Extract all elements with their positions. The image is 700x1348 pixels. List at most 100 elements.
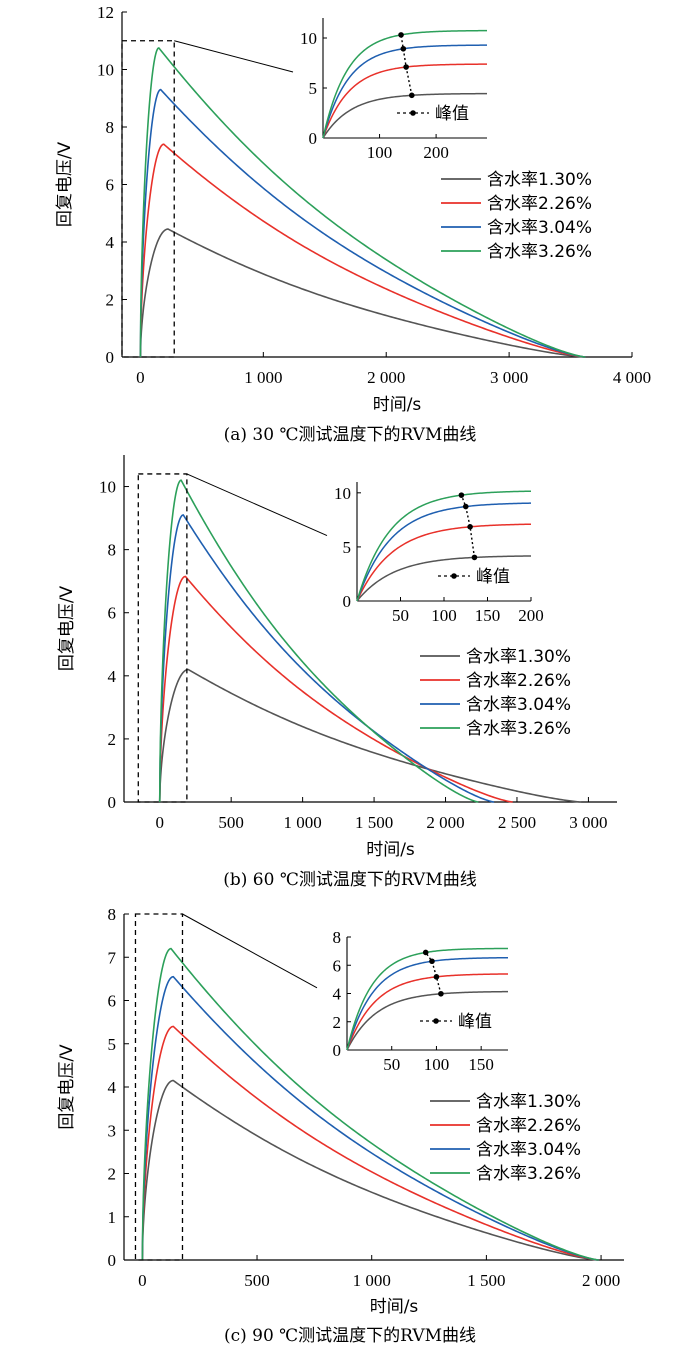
y-tick-label: 4 [106,233,115,252]
legend-label-4: 含水率3.26% [466,719,571,739]
series-line-2 [139,143,586,358]
inset-series-line-4 [356,490,532,602]
series-line-4 [158,479,479,803]
series-line-1 [141,1079,599,1261]
inset-legend-label: 峰值 [435,104,469,124]
inset-legend-label: 峰值 [458,1012,492,1032]
y-tick-label: 8 [106,118,115,137]
zoom-connector [182,913,318,989]
inset-peak-point-4 [398,32,404,38]
zoom-box [137,473,188,803]
y-tick-label: 0 [106,348,115,367]
y-tick-label: 2 [108,730,117,749]
y-tick-label: 2 [108,1165,117,1184]
inset-x-tick-label: 50 [383,1055,400,1074]
inset-series-line-2 [346,973,509,1051]
inset-series-line-4 [322,29,488,139]
inset-series-line-1 [322,92,488,139]
x-tick-label: 2 500 [498,813,536,832]
inset-series-line-1 [346,990,509,1051]
inset-y-tick-label: 8 [333,928,342,947]
inset-y-tick-label: 6 [333,956,342,975]
zoom-connector [174,40,294,73]
inset-peak-point-2 [433,974,440,980]
zoom-connector [186,473,328,537]
zoom-box [134,913,184,1261]
y-tick-label: 0 [108,1251,117,1270]
legend-label-2: 含水率2.26% [466,671,571,691]
inset-legend-marker [451,573,457,579]
inset-series-line-3 [356,502,532,602]
inset-y-tick-label: 0 [333,1041,342,1060]
zoom-box [121,40,175,358]
x-tick-label: 3 000 [490,368,528,387]
legend-label-1: 含水率1.30% [476,1092,581,1112]
legend-label-1: 含水率1.30% [466,647,571,667]
y-tick-label: 6 [106,176,115,195]
inset-peak-trace [425,952,442,994]
x-tick-label: 4 000 [613,368,651,387]
y-tick-label: 6 [108,992,117,1011]
y-tick-label: 0 [108,793,117,812]
inset-peak-point-1 [438,990,444,997]
y-tick-label: 2 [106,291,115,310]
y-tick-label: 8 [108,541,117,560]
legend-label-2: 含水率2.26% [487,194,592,214]
inset-x-tick-label: 150 [475,606,501,625]
inset-plot: 0 2 4 6 8 50 100 150 峰值 [333,928,509,1074]
legend-label-3: 含水率3.04% [487,218,592,238]
series-line-1 [139,228,586,358]
x-tick-label: 1 500 [355,813,393,832]
y-axis-title: 回复电压/V [57,1044,77,1130]
inset-y-tick-label: 5 [343,538,352,557]
y-tick-label: 12 [97,3,114,22]
inset-peak-trace [400,34,413,96]
inset-y-tick-label: 0 [309,129,318,148]
series-line-1 [158,668,582,803]
inset-x-tick-label: 100 [424,1055,450,1074]
legend-label-4: 含水率3.26% [487,242,592,262]
legend-label-3: 含水率3.04% [466,695,571,715]
y-tick-label: 6 [108,604,117,623]
inset-y-tick-label: 2 [333,1013,342,1032]
x-tick-label: 0 [136,368,145,387]
inset-legend-marker [410,110,416,116]
legend-label-3: 含水率3.04% [476,1140,581,1160]
x-tick-label: 1 000 [244,368,282,387]
series-line-4 [139,47,586,358]
inset-peak-point-2 [403,64,409,70]
inset-peak-point-4 [458,492,465,498]
inset-peak-trace [460,494,476,558]
x-tick-label: 2 000 [367,368,405,387]
y-tick-label: 10 [99,478,116,497]
y-tick-label: 7 [108,948,117,967]
inset-peak-point-3 [429,958,435,965]
inset-peak-point-4 [422,949,429,956]
inset-y-tick-label: 4 [333,985,342,1004]
inset-legend-label: 峰值 [476,567,510,587]
legend-label-4: 含水率3.26% [476,1164,581,1184]
series-line-3 [158,514,495,803]
inset-series-line-2 [322,63,488,139]
legend-label-2: 含水率2.26% [476,1116,581,1136]
series-line-4 [141,947,599,1261]
inset-x-tick-label: 50 [392,606,409,625]
inset-plot: 0 5 10 100 200 峰值 [300,18,488,162]
inset-x-tick-label: 200 [518,606,544,625]
x-tick-label: 2 000 [426,813,464,832]
inset-peak-point-1 [471,554,478,561]
y-tick-label: 10 [97,61,114,80]
x-tick-label: 0 [138,1271,147,1290]
legend-label-1: 含水率1.30% [487,170,592,190]
inset-series-line-1 [356,555,532,602]
inset-peak-point-1 [408,92,415,99]
inset-peak-point-3 [400,45,407,52]
y-tick-label: 4 [108,1078,117,1097]
inset-peak-point-3 [462,503,469,510]
inset-series-line-4 [346,947,508,1051]
x-tick-label: 1 000 [353,1271,391,1290]
inset-x-tick-label: 100 [367,143,393,162]
